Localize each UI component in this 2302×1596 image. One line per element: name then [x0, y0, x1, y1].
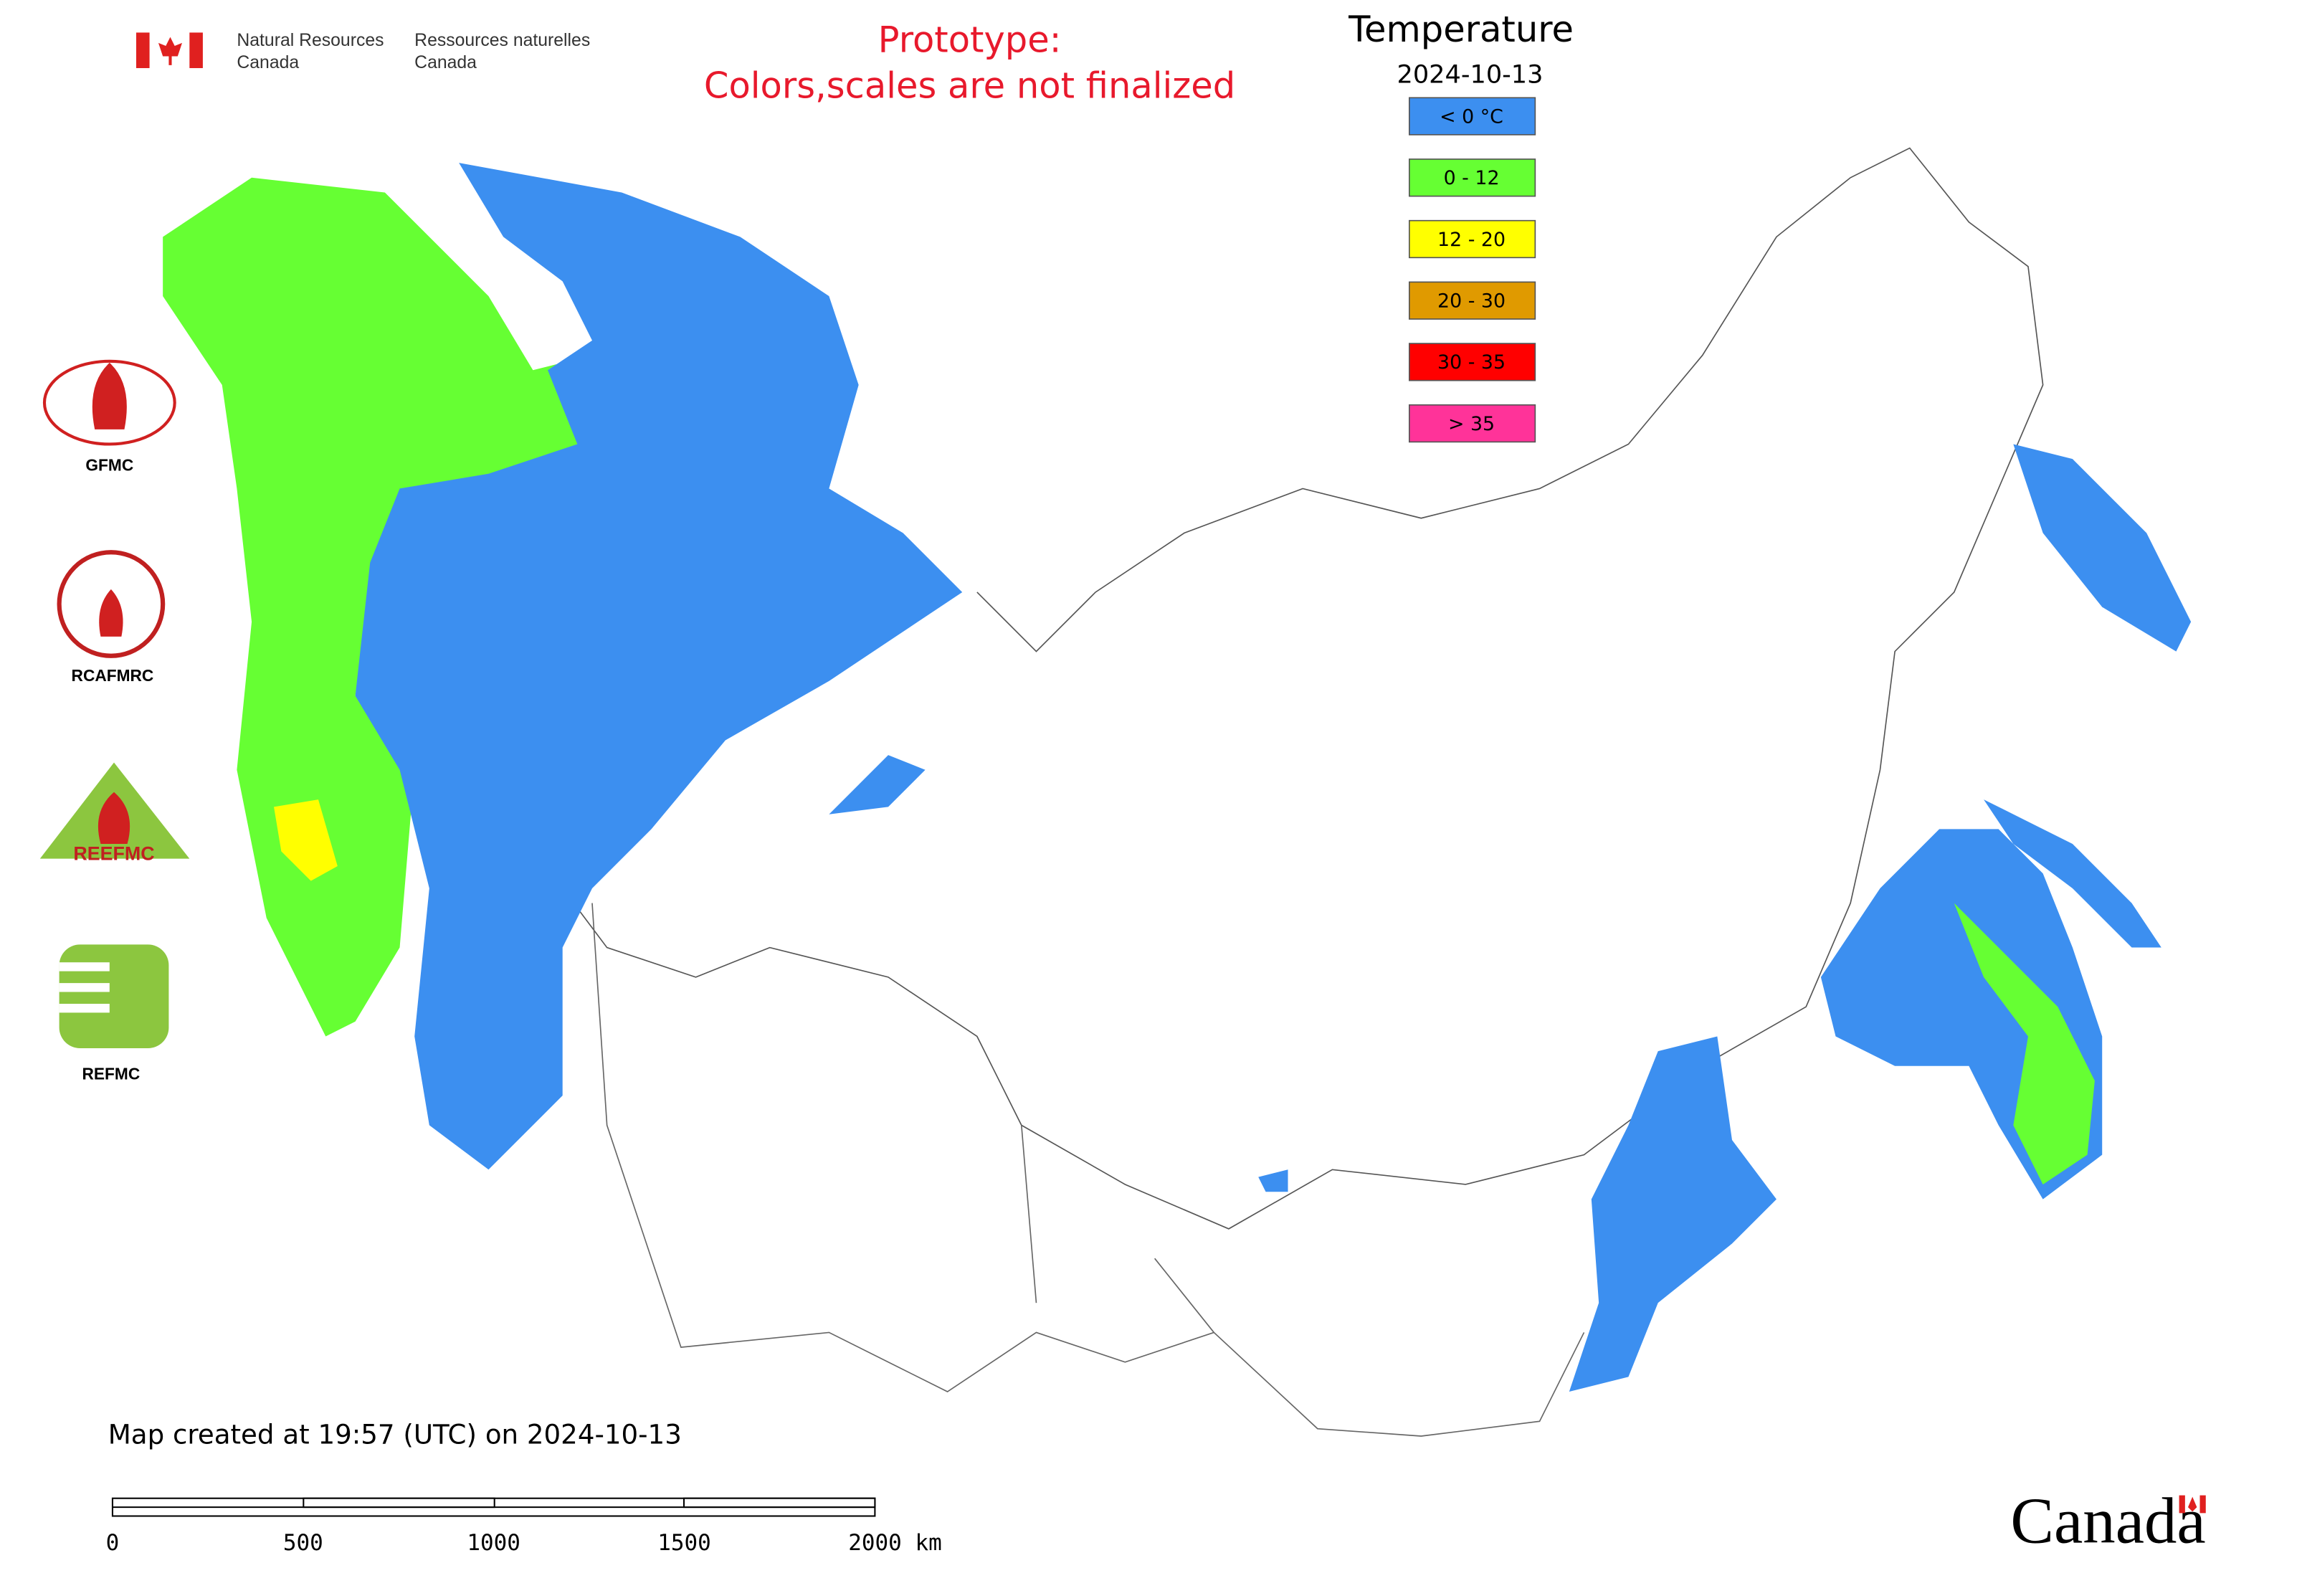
region-temperate: [163, 177, 607, 1037]
region-temperate: [1954, 903, 2095, 1184]
logo-label: GFMC: [85, 456, 133, 475]
legend-swatch: [1409, 404, 1536, 443]
region-freezing: [1984, 799, 2161, 948]
legend-swatch: [1409, 219, 1536, 259]
agency-en: Natural Resources: [237, 31, 384, 50]
legend-swatch: [1409, 158, 1536, 197]
map-created: Map created at 19:57 (UTC) on 2024-10-13: [108, 1419, 682, 1450]
logo: REEFMC: [39, 762, 190, 865]
wordmark-flag: [2179, 1495, 2206, 1514]
region-freezing: [1258, 1169, 1288, 1192]
agency-en: Canada: [237, 53, 299, 72]
country-outline: [444, 147, 2044, 1230]
scale-bar: 0 500 1000 1500 2000 km: [106, 1497, 942, 1556]
logo-label: REEFMC: [73, 843, 154, 865]
scale-label: 2000 km: [848, 1530, 942, 1556]
legend-label: 30 - 35: [1437, 351, 1506, 374]
logo: GFMC: [42, 359, 176, 475]
region-freezing: [829, 755, 926, 814]
legend-date: 2024-10-13: [1397, 60, 1544, 90]
legend-label: 0 - 12: [1444, 167, 1500, 189]
legend-label: 12 - 20: [1437, 229, 1506, 251]
scale-label: 500: [283, 1530, 323, 1556]
legend-label: 20 - 30: [1437, 290, 1506, 312]
flag: [135, 32, 203, 68]
region-freezing: [355, 163, 963, 1170]
legend-swatch: [1409, 281, 1536, 320]
region-freezing: [2013, 444, 2192, 652]
legend-swatch: [1409, 343, 1536, 381]
region-freezing: [1569, 1036, 1777, 1392]
logo-label: RCAFMRC: [72, 666, 154, 685]
notice: Prototype:: [878, 19, 1062, 60]
border-lines: [591, 903, 1585, 1437]
logo: REFMC: [59, 944, 169, 1083]
scale-label: 0: [106, 1530, 120, 1556]
legend: < 0 °C 0 - 12 12 - 20 20 - 30 30 - 35 > 35: [1409, 97, 1536, 443]
notice: Colors,scales are not finalized: [704, 65, 1235, 106]
canada-wordmark: Canada: [2010, 1485, 2205, 1557]
legend-swatch: [1409, 97, 1536, 136]
agency-fr: Ressources naturelles: [414, 31, 590, 50]
legend-label: < 0 °C: [1440, 105, 1503, 128]
legend-label: > 35: [1448, 413, 1495, 435]
scale-label: 1000: [467, 1530, 520, 1556]
agency-fr: Canada: [414, 53, 477, 72]
region-warm: [274, 799, 338, 881]
logo: RCAFMRC: [57, 550, 166, 685]
scale-label: 1500: [657, 1530, 711, 1556]
legend-title: Temperature: [1348, 9, 1574, 50]
logo-label: REFMC: [82, 1064, 141, 1083]
